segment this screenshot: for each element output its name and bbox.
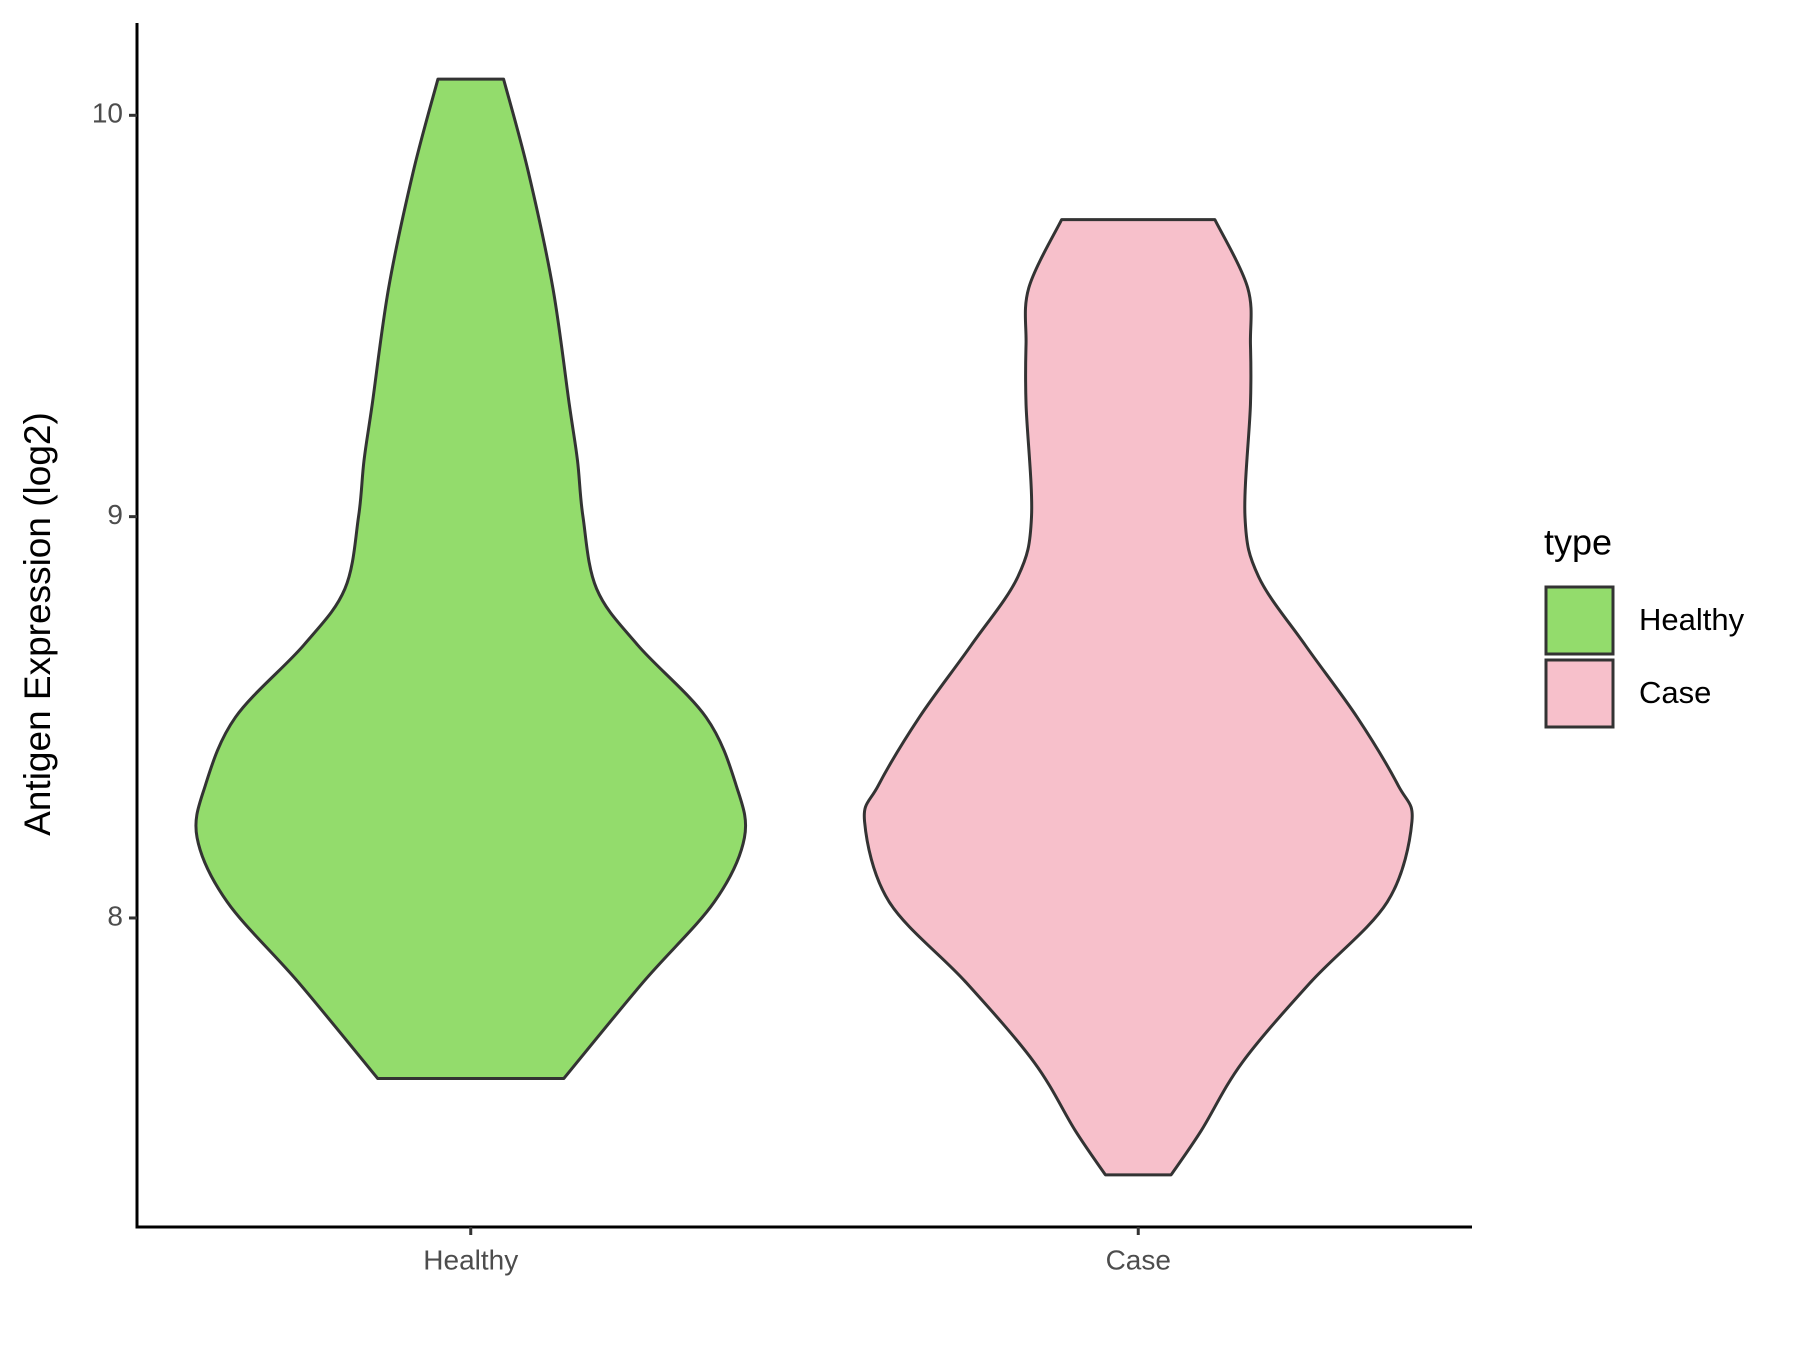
violin: [862, 218, 1414, 1177]
y-tick-label: 10: [92, 98, 123, 129]
legend-title: type: [1544, 522, 1612, 563]
legend-label: Healthy: [1639, 602, 1745, 637]
legend-key: [1544, 585, 1615, 656]
y-axis-title: Antigen Expression (log2): [17, 412, 58, 836]
y-tick-label: 8: [107, 900, 123, 931]
x-tick-label: Case: [1106, 1244, 1171, 1275]
x-tick-label: Healthy: [423, 1244, 518, 1275]
legend-key: [1544, 658, 1615, 729]
violin: [194, 77, 748, 1081]
legend-label: Case: [1639, 675, 1711, 710]
y-tick-label: 9: [107, 499, 123, 530]
